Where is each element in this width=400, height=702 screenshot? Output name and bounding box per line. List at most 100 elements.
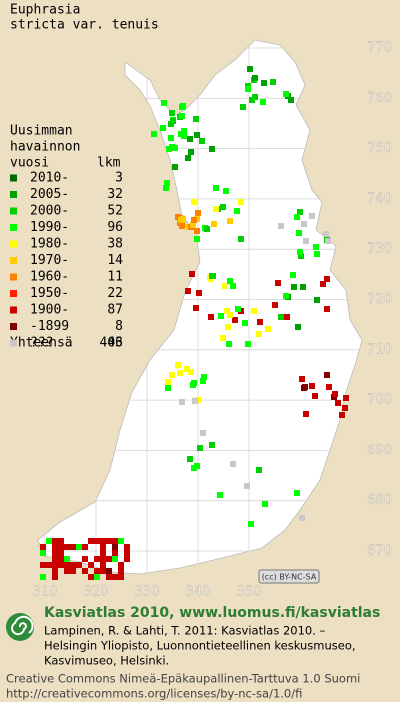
record-square: [222, 283, 228, 289]
record-square: [213, 185, 219, 191]
record-square: [242, 320, 248, 326]
record-square: [314, 297, 320, 303]
record-square: [193, 305, 199, 311]
record-square: [291, 284, 297, 290]
easting-label: 310: [33, 585, 58, 600]
record-square: [230, 461, 236, 467]
record-square: [303, 411, 309, 417]
record-square: [303, 238, 309, 244]
record-square: [208, 314, 214, 320]
record-square: [332, 391, 338, 397]
record-square: [58, 550, 64, 556]
record-square: [124, 544, 130, 550]
record-square: [58, 556, 64, 562]
record-square: [232, 317, 238, 323]
legend-swatch: [10, 323, 17, 330]
record-square: [283, 91, 289, 97]
record-square: [118, 562, 124, 568]
record-square: [118, 568, 124, 574]
record-square: [179, 399, 185, 405]
record-square: [260, 99, 266, 105]
record-square: [211, 221, 217, 227]
record-square: [82, 556, 88, 562]
record-square: [188, 369, 194, 375]
record-square: [88, 574, 94, 580]
record-square: [251, 308, 257, 314]
record-square: [163, 185, 169, 191]
record-square: [225, 324, 231, 330]
record-square: [194, 228, 200, 234]
legend-count: 32: [107, 187, 123, 202]
record-square: [165, 379, 171, 385]
record-square: [201, 374, 207, 380]
record-square: [106, 556, 112, 562]
legend-count: 43: [107, 336, 123, 351]
northing-label: 700: [367, 393, 392, 408]
record-square: [256, 467, 262, 473]
record-square: [118, 538, 124, 544]
record-square: [320, 281, 326, 287]
record-square: [52, 574, 58, 580]
record-square: [234, 208, 240, 214]
record-square: [290, 272, 296, 278]
record-square: [184, 366, 190, 372]
citation: Kasvimuseo, Helsinki.: [44, 654, 169, 668]
record-square: [100, 538, 106, 544]
record-square: [52, 544, 58, 550]
legend-count: 52: [107, 204, 123, 219]
record-square: [220, 204, 226, 210]
record-square: [284, 314, 290, 320]
record-square: [112, 556, 118, 562]
legend-count: 87: [107, 303, 123, 318]
record-square: [161, 100, 167, 106]
record-square: [192, 398, 198, 404]
easting-label: 350: [237, 585, 262, 600]
record-square: [257, 319, 263, 325]
legend-label: 1900-: [30, 303, 69, 318]
record-square: [52, 568, 58, 574]
northing-label: 760: [367, 91, 392, 106]
record-square: [177, 370, 183, 376]
record-square: [160, 125, 166, 131]
northing-label: 740: [367, 191, 392, 206]
record-square: [94, 538, 100, 544]
record-square: [197, 445, 203, 451]
record-square: [248, 521, 254, 527]
record-square: [180, 103, 186, 109]
record-square: [314, 251, 320, 257]
legend-heading: Uusimman: [10, 124, 73, 139]
record-square: [294, 214, 300, 220]
record-square: [112, 574, 118, 580]
legend-count: 14: [107, 253, 123, 268]
record-square: [313, 244, 319, 250]
northing-label: 670: [367, 544, 392, 559]
record-square: [256, 331, 262, 337]
record-square: [227, 312, 233, 318]
record-square: [191, 199, 197, 205]
easting-label: 320: [84, 585, 109, 600]
total-count: 406: [100, 336, 123, 351]
record-square: [100, 568, 106, 574]
easting-label: 340: [186, 585, 211, 600]
legend-swatch: [10, 257, 17, 264]
northing-label: 680: [367, 493, 392, 508]
record-square: [70, 544, 76, 550]
legend-swatch: [10, 240, 17, 248]
record-square: [40, 574, 46, 580]
record-square: [40, 544, 46, 550]
record-square: [209, 146, 215, 152]
record-square: [309, 213, 315, 219]
record-square: [200, 378, 206, 384]
record-square: [151, 131, 157, 137]
record-square: [300, 284, 306, 290]
record-square: [294, 490, 300, 496]
northing-label: 710: [367, 342, 392, 357]
record-square: [52, 550, 58, 556]
record-square: [278, 223, 284, 229]
record-square: [169, 110, 175, 116]
record-square: [188, 149, 194, 155]
record-square: [190, 222, 196, 228]
record-square: [309, 383, 315, 389]
legend-label: 1950-: [30, 286, 69, 301]
